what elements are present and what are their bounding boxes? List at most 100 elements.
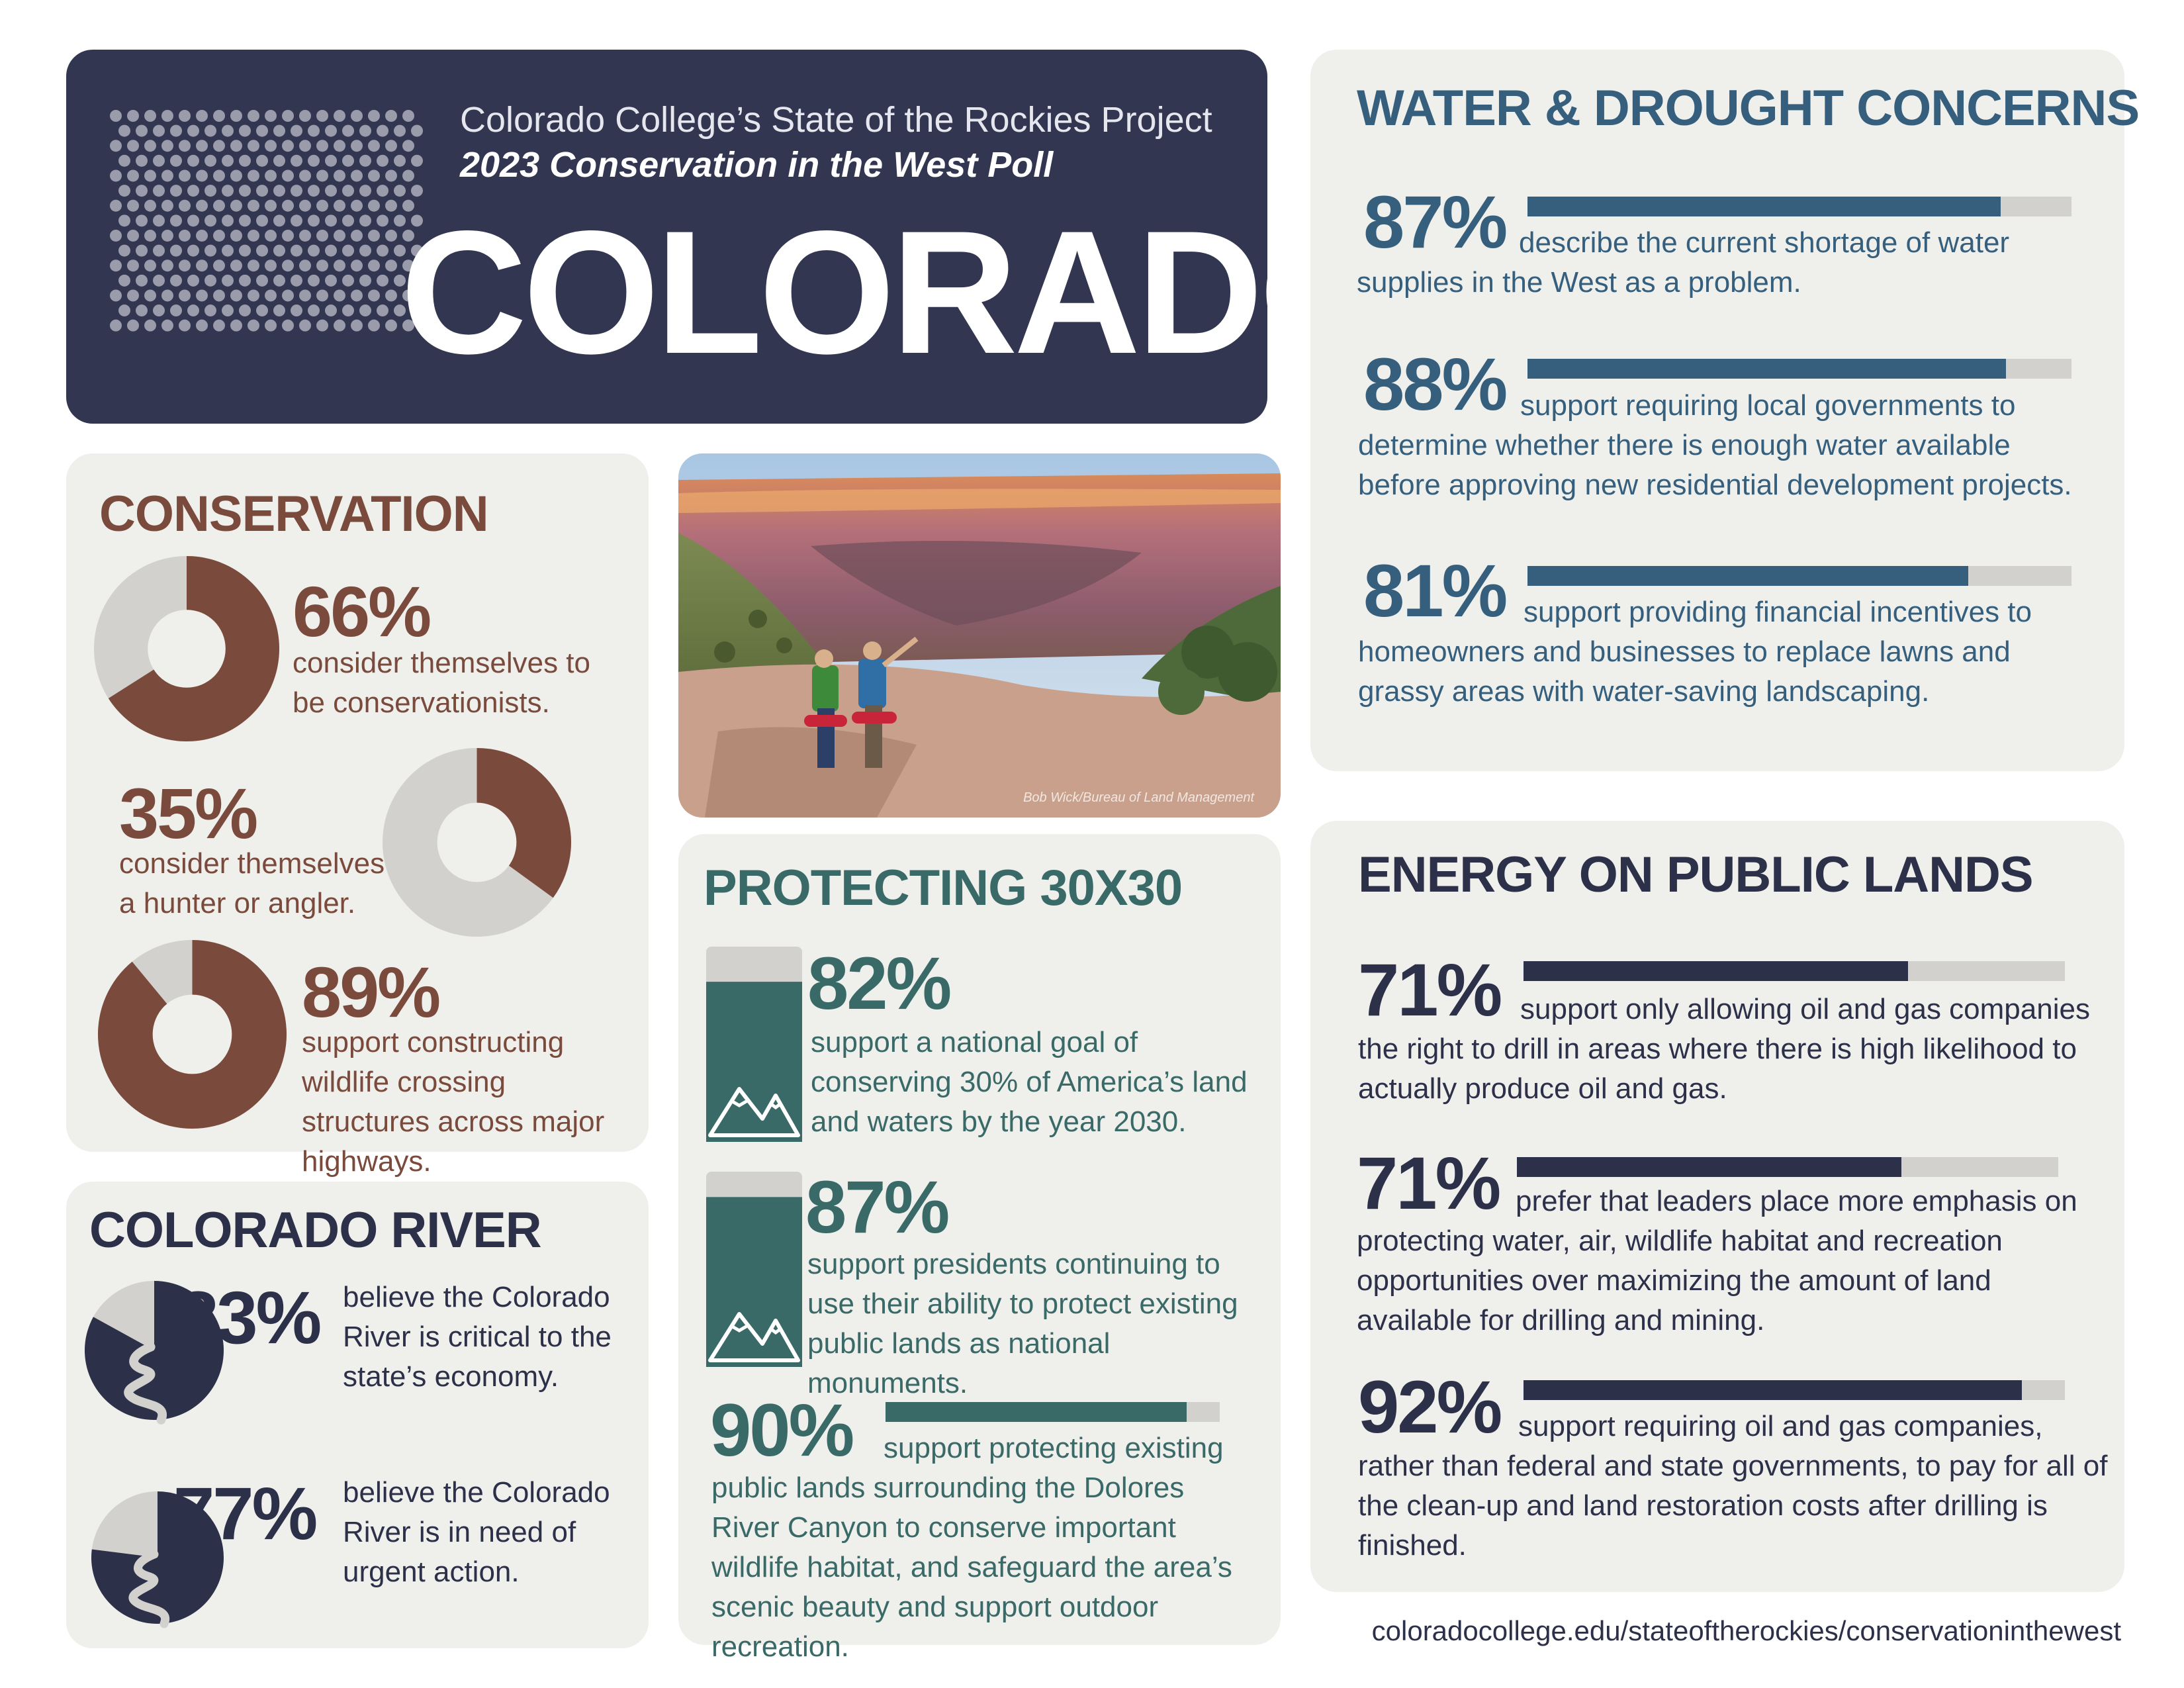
- pattern-dot: [230, 140, 242, 152]
- protecting-meter-2: [706, 1172, 802, 1367]
- pattern-dot: [334, 110, 345, 122]
- pattern-dot: [308, 244, 320, 257]
- pattern-dot: [411, 185, 423, 197]
- pattern-dot: [256, 154, 268, 167]
- pattern-dot: [196, 169, 208, 182]
- pattern-dot: [291, 214, 302, 227]
- pattern-dot: [342, 244, 354, 257]
- pattern-dot: [359, 244, 371, 257]
- protecting-bar-3: [886, 1402, 1220, 1422]
- canyon-hikers-photo: Bob Wick/Bureau of Land Management: [678, 453, 1281, 818]
- pattern-dot: [153, 185, 165, 197]
- pattern-dot: [377, 244, 388, 257]
- pattern-dot: [385, 199, 397, 212]
- water-percent-3: 81%: [1363, 549, 1508, 632]
- pattern-dot: [144, 110, 156, 122]
- pattern-dot: [248, 140, 259, 152]
- pattern-dot: [187, 185, 199, 197]
- pattern-dot: [222, 305, 234, 317]
- state-title: COLORADO: [400, 195, 1267, 391]
- pattern-dot: [351, 319, 363, 332]
- pattern-dot: [213, 110, 225, 122]
- pattern-dot: [299, 319, 311, 332]
- colorado-river-heading: COLORADO RIVER: [89, 1202, 542, 1258]
- pattern-dot: [256, 214, 268, 227]
- conservation-text-2: consider themselves a hunter or angler.: [119, 847, 385, 919]
- pattern-dot: [161, 169, 173, 182]
- pattern-dot: [118, 274, 130, 287]
- donut-value-segment: [477, 748, 571, 898]
- conservation-heading: CONSERVATION: [99, 486, 489, 542]
- pattern-dot: [196, 259, 208, 272]
- pattern-dot: [385, 259, 397, 272]
- water-drought-card: WATER & DROUGHT CONCERNS 87% describe th…: [1310, 50, 2140, 771]
- water-text-3: support providing financial incentives t…: [1358, 596, 2032, 708]
- pattern-dot: [291, 244, 302, 257]
- pattern-dot: [308, 214, 320, 227]
- pattern-dot: [136, 185, 148, 197]
- pattern-dot: [144, 319, 156, 332]
- pattern-dot: [342, 214, 354, 227]
- pattern-dot: [334, 169, 345, 182]
- pattern-dot: [282, 169, 294, 182]
- pattern-dot: [239, 274, 251, 287]
- pattern-dot: [239, 305, 251, 317]
- pattern-dot: [359, 185, 371, 197]
- pattern-dot: [136, 305, 148, 317]
- pattern-dot: [136, 274, 148, 287]
- pattern-dot: [118, 244, 130, 257]
- pattern-dot: [291, 274, 302, 287]
- pattern-dot: [256, 305, 268, 317]
- protecting-30x30-card: PROTECTING 30X30 82% support a national …: [678, 834, 1281, 1663]
- river-pie-segment: [91, 1491, 224, 1624]
- pattern-dot: [377, 305, 388, 317]
- water-percent-1: 87%: [1363, 181, 1508, 263]
- pattern-dot: [248, 259, 259, 272]
- pattern-dot: [205, 214, 216, 227]
- pattern-dot: [222, 244, 234, 257]
- pattern-dot: [394, 214, 406, 227]
- pattern-dot: [196, 110, 208, 122]
- pattern-dot: [136, 214, 148, 227]
- pattern-dot: [351, 229, 363, 242]
- energy-text-2: prefer that leaders place more emphasis …: [1357, 1185, 2077, 1336]
- pattern-dot: [239, 124, 251, 137]
- pattern-dot: [351, 289, 363, 302]
- pattern-dot: [239, 214, 251, 227]
- pattern-dot: [127, 289, 139, 302]
- protecting-meter-1: [706, 947, 802, 1142]
- pattern-dot: [282, 319, 294, 332]
- pattern-dot: [342, 274, 354, 287]
- energy-heading: ENERGY ON PUBLIC LANDS: [1358, 847, 2034, 903]
- conservation-donut-1: [94, 556, 279, 741]
- pattern-dot: [256, 274, 268, 287]
- energy-bar-2-fill: [1517, 1157, 1901, 1177]
- donut-hole: [152, 994, 232, 1074]
- pattern-dot: [153, 274, 165, 287]
- pattern-dot: [196, 319, 208, 332]
- pattern-dot: [394, 185, 406, 197]
- pattern-dot: [230, 199, 242, 212]
- pattern-dot: [359, 154, 371, 167]
- conservation-percent-3: 89%: [302, 952, 441, 1032]
- pattern-dot: [179, 319, 191, 332]
- pattern-dot: [308, 185, 320, 197]
- pattern-dot: [334, 319, 345, 332]
- mountain-snowcap: [730, 1324, 782, 1335]
- pattern-dot: [299, 110, 311, 122]
- pattern-dot: [299, 169, 311, 182]
- pattern-dot: [110, 110, 122, 122]
- donut-hole: [148, 610, 226, 688]
- pattern-dot: [144, 229, 156, 242]
- pattern-dot: [316, 110, 328, 122]
- pattern-dot: [308, 274, 320, 287]
- pattern-dot: [265, 319, 277, 332]
- pattern-dot: [368, 319, 380, 332]
- pattern-dot: [359, 274, 371, 287]
- pattern-dot: [213, 259, 225, 272]
- protecting-text-1: support a national goal of conserving 30…: [811, 1026, 1248, 1138]
- pattern-dot: [351, 259, 363, 272]
- pattern-dot: [213, 289, 225, 302]
- pattern-dot: [153, 214, 165, 227]
- pattern-dot: [334, 140, 345, 152]
